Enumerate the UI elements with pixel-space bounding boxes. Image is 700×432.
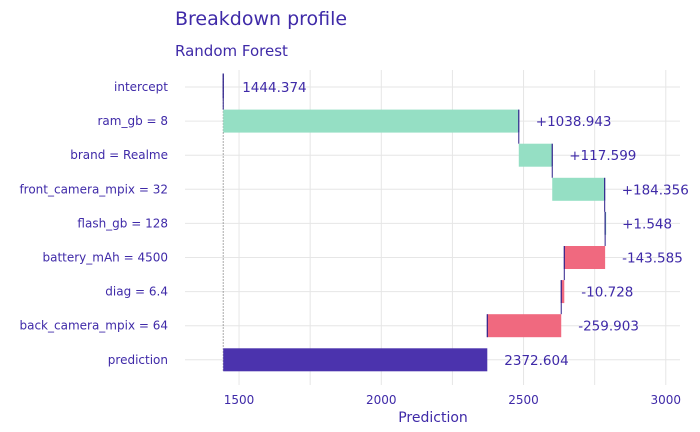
row-label: ram_gb = 8 xyxy=(97,114,168,128)
row-label: diag = 6.4 xyxy=(105,285,168,299)
row-labels: intercept ram_gb = 8 brand = Realme front_c… xyxy=(19,80,168,367)
x-tick-label: 2000 xyxy=(366,393,397,407)
value-label: -143.585 xyxy=(622,251,683,267)
row-label: brand = Realme xyxy=(70,148,168,162)
row-label: front_camera_mpix = 32 xyxy=(19,182,168,196)
row-label: flash_gb = 128 xyxy=(77,216,168,230)
value-label: +1038.943 xyxy=(536,114,612,130)
value-labels: 1444.374 +1038.943 +117.599 +184.356 +1.548 -… xyxy=(242,80,689,369)
bar-negative xyxy=(487,314,562,338)
bar-negative xyxy=(564,246,606,269)
chart-subtitle: Random Forest xyxy=(175,42,288,60)
bar-positive xyxy=(552,177,605,201)
value-label: +117.599 xyxy=(569,148,636,164)
x-axis-title: Prediction xyxy=(398,410,468,426)
bar-negative xyxy=(561,280,565,304)
value-label: +184.356 xyxy=(622,182,689,198)
value-label: -10.728 xyxy=(581,285,633,301)
chart-title: Breakdown profile xyxy=(175,8,347,30)
row-label: prediction xyxy=(108,353,168,367)
bars xyxy=(222,73,607,372)
value-label: -259.903 xyxy=(578,319,639,335)
x-tick-label: 2500 xyxy=(508,393,539,407)
bar-positive xyxy=(518,143,553,167)
x-tick-label: 1500 xyxy=(224,393,255,407)
value-label: 1444.374 xyxy=(242,80,306,96)
x-tick-label: 3000 xyxy=(651,393,682,407)
row-label: battery_mAh = 4500 xyxy=(42,251,168,265)
bar-positive xyxy=(223,109,519,133)
value-label: 2372.604 xyxy=(504,353,568,369)
x-axis-ticks: 1500 2000 2500 3000 xyxy=(224,393,681,407)
value-label: +1.548 xyxy=(622,216,672,232)
row-label: intercept xyxy=(114,80,168,94)
bar-prediction xyxy=(223,348,488,372)
row-label: back_camera_mpix = 64 xyxy=(19,319,168,333)
